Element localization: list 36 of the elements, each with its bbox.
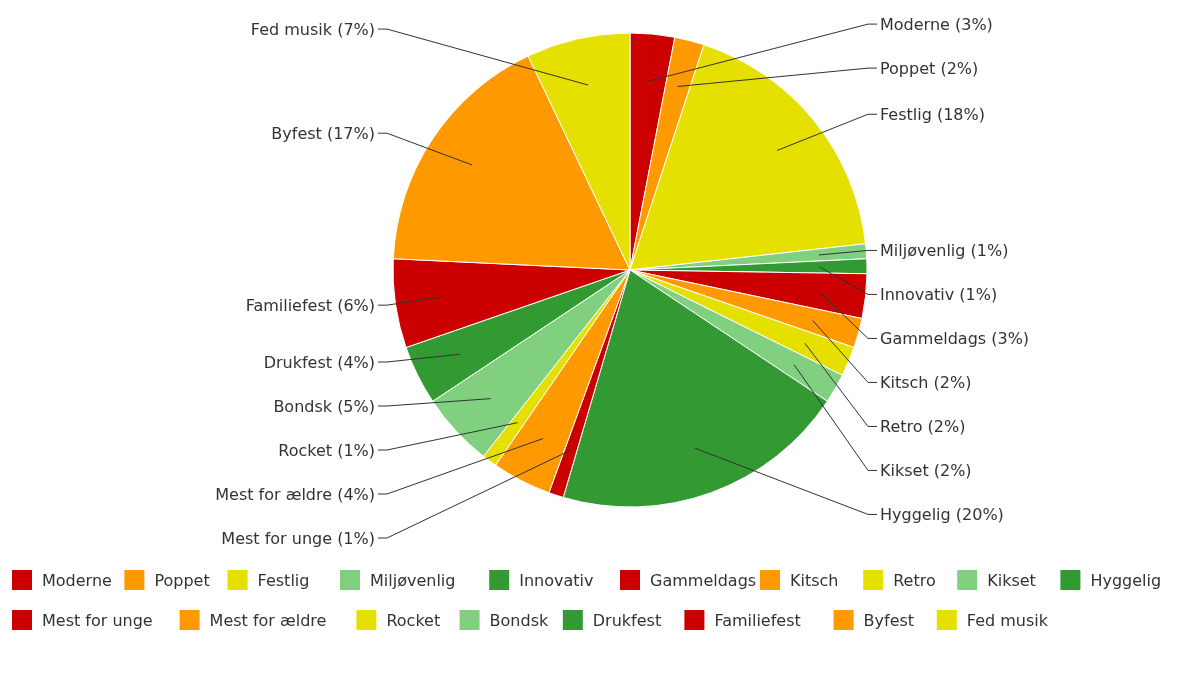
category-label: Innovativ (1%) bbox=[880, 285, 998, 305]
legend-label: Hyggelig bbox=[1090, 570, 1162, 590]
category-label: Byfest (17%) bbox=[271, 123, 375, 143]
legend-label: Miljøvenlig bbox=[370, 570, 456, 590]
category-label: Fed musik (7%) bbox=[250, 19, 375, 39]
category-label: Mest for unge (1%) bbox=[221, 528, 375, 548]
legend-label: Mest for unge bbox=[42, 610, 153, 630]
legend-label: Festlig bbox=[257, 570, 310, 590]
category-label: Hyggelig (20%) bbox=[880, 505, 1004, 525]
category-label: Moderne (3%) bbox=[880, 14, 993, 34]
legend-label: Mest for ældre bbox=[209, 610, 327, 630]
legend-label: Fed musik bbox=[966, 610, 1049, 630]
legend-label: Familiefest bbox=[714, 610, 801, 630]
legend-label: Gammeldags bbox=[650, 570, 757, 590]
legend-label: Rocket bbox=[386, 610, 441, 630]
category-label: Miljøvenlig (1%) bbox=[880, 241, 1009, 261]
category-label: Bondsk (5%) bbox=[273, 396, 375, 416]
legend-label: Retro bbox=[893, 570, 936, 590]
legend-label: Poppet bbox=[154, 570, 210, 590]
category-label: Familiefest (6%) bbox=[245, 295, 375, 315]
category-label: Kitsch (2%) bbox=[880, 373, 972, 393]
legend-label: Bondsk bbox=[489, 610, 549, 630]
legend-label: Kitsch bbox=[790, 570, 839, 590]
category-label: Mest for ældre (4%) bbox=[215, 484, 375, 504]
legend-label: Drukfest bbox=[592, 610, 662, 630]
category-label: Rocket (1%) bbox=[278, 440, 375, 460]
category-label: Gammeldags (3%) bbox=[880, 329, 1030, 349]
legend-label: Byfest bbox=[863, 610, 915, 630]
legend-label: Kikset bbox=[987, 570, 1036, 590]
category-label: Drukfest (4%) bbox=[263, 352, 375, 372]
legend-label: Innovativ bbox=[519, 570, 594, 590]
legend-label: Moderne bbox=[42, 570, 112, 590]
category-label: Poppet (2%) bbox=[880, 58, 979, 78]
category-label: Kikset (2%) bbox=[880, 461, 972, 481]
category-label: Retro (2%) bbox=[880, 417, 966, 437]
category-label: Festlig (18%) bbox=[880, 104, 985, 124]
